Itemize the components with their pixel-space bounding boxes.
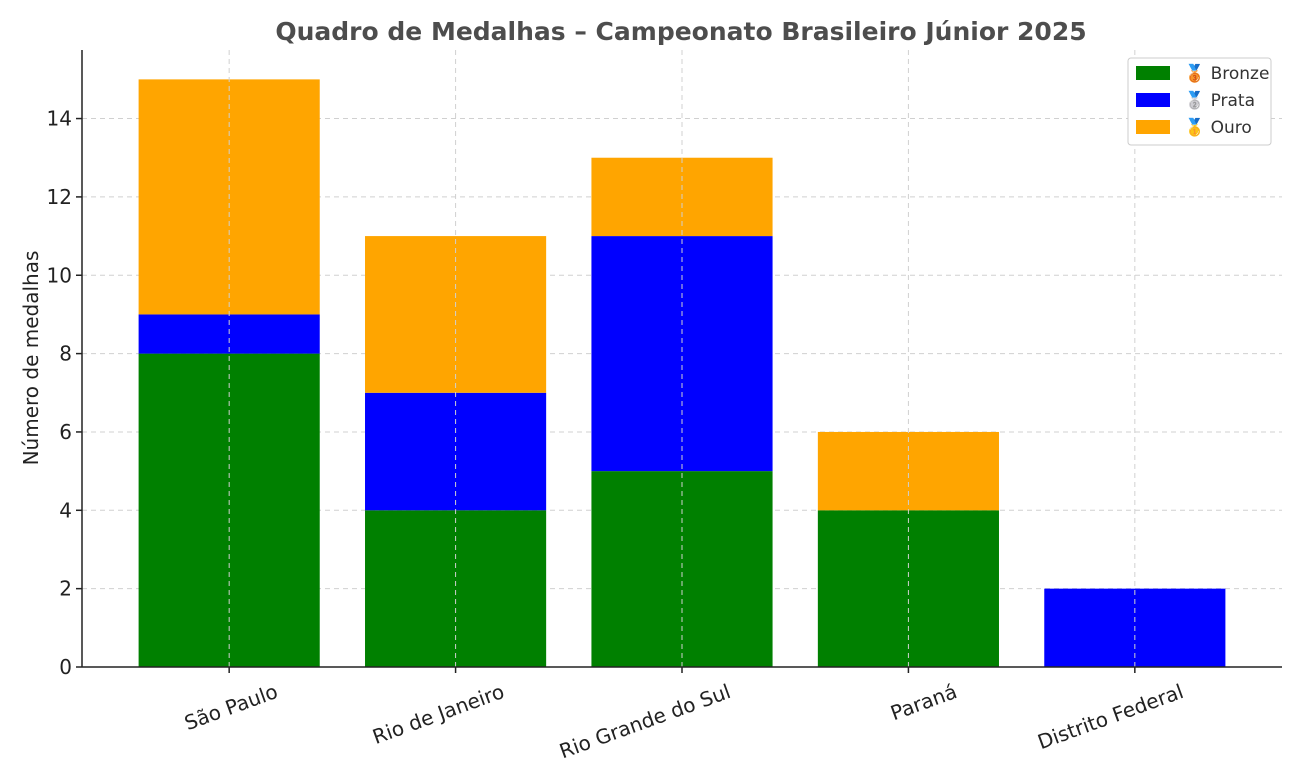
y-tick-label: 14 xyxy=(47,107,72,131)
bar-segment xyxy=(365,510,547,667)
y-ticks: 0 2 4 6 8 10 12 14 xyxy=(47,107,82,679)
bar-segment xyxy=(591,236,773,472)
x-ticks: São Paulo Rio de Janeiro Rio Grande do Sul… xyxy=(181,667,1187,763)
bar-segment xyxy=(817,431,999,511)
legend-label: 🥇 Ouro xyxy=(1184,117,1252,138)
y-tick-label: 0 xyxy=(59,655,72,679)
x-tick-label: São Paulo xyxy=(181,679,281,735)
y-tick-label: 10 xyxy=(47,263,72,287)
legend-swatch xyxy=(1136,66,1170,80)
legend-swatch xyxy=(1136,93,1170,107)
y-tick-label: 12 xyxy=(47,185,72,209)
legend-label: 🥈 Prata xyxy=(1184,90,1255,111)
x-tick-label: Paraná xyxy=(887,679,960,725)
y-tick-label: 6 xyxy=(59,420,72,444)
x-tick-label: Rio de Janeiro xyxy=(369,679,507,749)
y-tick-label: 4 xyxy=(59,498,72,522)
x-tick-label: Rio Grande do Sul xyxy=(556,679,734,763)
legend-label: 🥉 Bronze xyxy=(1184,63,1269,84)
x-tick-label: Distrito Federal xyxy=(1034,679,1186,754)
y-tick-label: 8 xyxy=(59,342,72,366)
bar-segment xyxy=(817,510,999,667)
chart-title: Quadro de Medalhas – Campeonato Brasilei… xyxy=(275,17,1086,46)
y-axis-label: Número de medalhas xyxy=(19,251,43,466)
legend: 🥉 Bronze 🥈 Prata 🥇 Ouro xyxy=(1127,57,1272,146)
y-tick-label: 2 xyxy=(59,577,72,601)
legend-swatch xyxy=(1136,120,1170,134)
